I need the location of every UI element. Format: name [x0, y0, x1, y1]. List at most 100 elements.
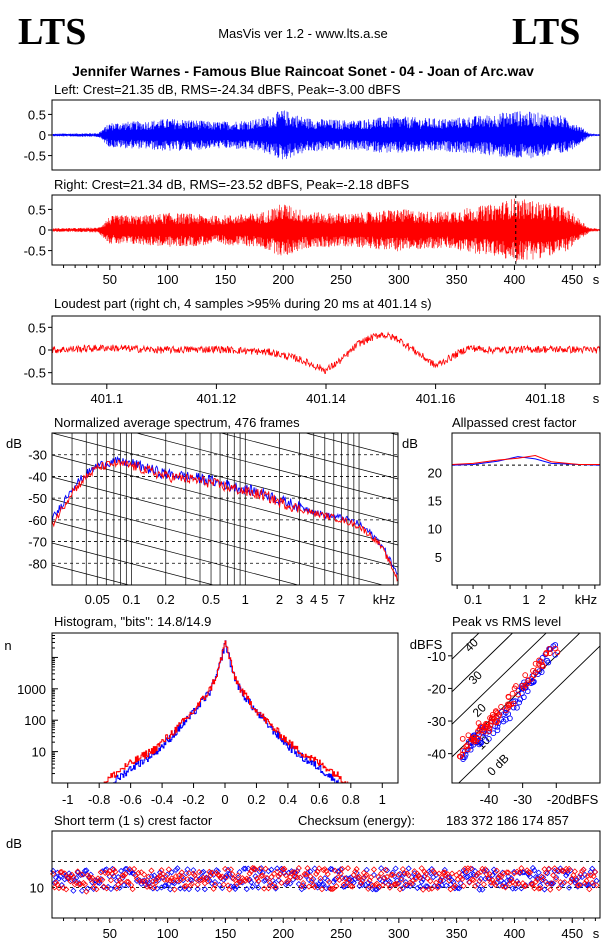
crest-right-point — [382, 866, 389, 873]
crest-right-point — [55, 885, 63, 892]
crest-right-point — [566, 865, 573, 872]
crest-diagonal — [452, 633, 480, 660]
y-tick-label: -0.5 — [24, 149, 46, 164]
crest-right-point — [120, 872, 128, 879]
crest-right-point — [428, 885, 435, 892]
x-tick-label: 2 — [538, 592, 545, 607]
crest-left-point — [548, 880, 555, 887]
peak-rms-right-point — [540, 663, 546, 670]
x-tick-label: 0.6 — [310, 792, 328, 807]
crest-right-point — [329, 886, 336, 893]
crest-left-point — [505, 873, 512, 880]
x-tick-label: 50 — [103, 272, 117, 287]
crest-right-point — [74, 868, 81, 875]
crest-left-point — [346, 875, 353, 882]
crest-left-point — [249, 883, 256, 891]
crest-diagonal — [458, 645, 600, 783]
y-tick-label: 10 — [428, 522, 442, 537]
crest-right-point — [301, 871, 308, 878]
crest-right-point — [278, 879, 285, 887]
crest-left-point — [177, 885, 184, 892]
crest-left-point — [224, 866, 232, 873]
slope-line — [304, 433, 398, 458]
peak-rms-right-point — [463, 743, 470, 750]
plot-frame — [51, 830, 601, 919]
crest-left-point — [119, 874, 126, 881]
y-axis-label: dB — [402, 436, 418, 451]
crest-left-point — [246, 876, 253, 883]
crest-right-point — [355, 874, 362, 881]
crest-right-point — [561, 879, 568, 886]
allpassed-crest-panel: Allpassed crest factor dB 20 15 10 5 0.1 1 2 kHz — [402, 415, 601, 607]
peak-rms-right-point — [536, 660, 542, 667]
peak-rms-right-point — [486, 725, 493, 732]
diagonal-label: 40 — [462, 635, 482, 655]
crest-left-point — [323, 885, 330, 892]
crest-right-point — [155, 874, 162, 881]
x-tick-label: 100 — [157, 926, 179, 941]
crest-right-point — [503, 869, 510, 876]
x-axis-unit: kHz — [575, 592, 597, 607]
crest-right-point — [113, 885, 120, 892]
crest-left-point — [422, 883, 430, 890]
crest-right-point — [333, 883, 340, 890]
crest-right-point — [456, 869, 463, 876]
crest-right-point — [398, 876, 405, 883]
crest-right-point — [434, 884, 441, 891]
crest-left-point — [102, 867, 109, 874]
crest-right-point — [564, 867, 571, 874]
crest-right-point — [547, 886, 554, 893]
crest-right-point — [151, 884, 158, 891]
x-tick-label: 401.1 — [91, 391, 124, 406]
crest-right-point — [129, 886, 136, 893]
peak-rms-right-point — [532, 660, 539, 667]
peak-rms-right-point — [484, 724, 491, 730]
crest-left-point — [391, 873, 398, 880]
crest-left-point — [255, 884, 262, 891]
crest-right-series — [451, 454, 600, 465]
crest-right-point — [554, 867, 561, 874]
crest-left-point — [318, 881, 326, 888]
crest-right-point — [255, 878, 262, 885]
crest-right-point — [81, 881, 89, 888]
loudest-part-panel: Loudest part (right ch, 4 samples >95% d… — [24, 296, 601, 406]
crest-left-point — [258, 865, 265, 872]
crest-left-point — [541, 886, 548, 893]
crest-right-point — [209, 869, 216, 876]
crest-right-point — [451, 882, 458, 889]
x-tick-label: 401.12 — [197, 391, 237, 406]
crest-right-point — [87, 876, 94, 883]
crest-right-point — [187, 882, 194, 889]
crest-left-point — [518, 885, 525, 892]
crest-right-point — [262, 865, 269, 872]
crest-right-point — [548, 880, 555, 887]
crest-right-point — [567, 879, 574, 886]
crest-left-point — [198, 869, 206, 876]
crest-right-point — [258, 872, 265, 879]
crest-right-point — [550, 872, 557, 879]
crest-left-point — [268, 866, 275, 873]
crest-right-point — [308, 876, 315, 884]
crest-right-point — [522, 882, 529, 890]
crest-left-point — [175, 878, 182, 885]
crest-right-point — [268, 873, 275, 881]
crest-right-point — [110, 866, 117, 873]
x-tick-label: -30 — [513, 792, 532, 807]
crest-left-point — [566, 884, 573, 891]
crest-right-point — [573, 875, 580, 883]
crest-right-point — [265, 885, 272, 892]
peak-rms-right-point — [528, 676, 535, 682]
y-tick-label: -60 — [28, 513, 47, 528]
crest-left-point — [81, 867, 89, 874]
crest-right-point — [378, 870, 385, 877]
loudest-part-plot: 0.5 0 -0.5 401.1 401.12 401.14 401.16 401.18 s — [24, 315, 601, 406]
plot-frame — [51, 315, 601, 385]
crest-right-point — [518, 865, 525, 872]
crest-left-point — [414, 884, 421, 892]
crest-right-point — [369, 882, 376, 889]
slope-line — [52, 498, 385, 585]
y-tick-label: -10 — [427, 649, 446, 664]
crest-right-point — [342, 875, 349, 882]
crest-left-series — [451, 456, 601, 466]
x-tick-label: 401.18 — [525, 391, 565, 406]
